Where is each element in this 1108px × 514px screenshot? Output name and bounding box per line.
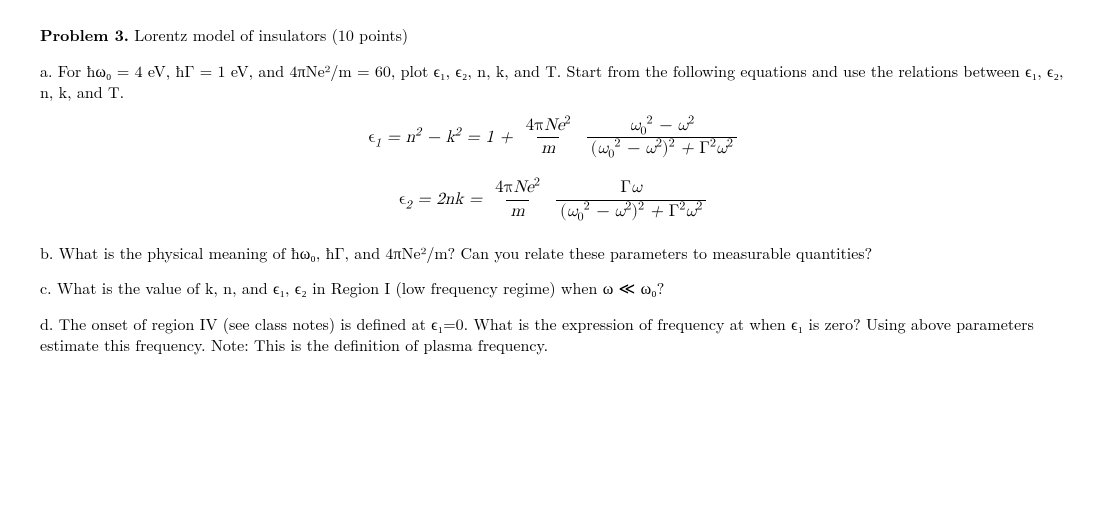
equation-2: ϵ2 = 2nk = 4πNe2 m Γω (ω02 − ω2)2 + Γ2ω2 — [40, 179, 1068, 221]
eq1-fracA-num: 4πNe2 — [522, 117, 575, 138]
eq1-fracB-num: ω02 − ω2 — [625, 117, 698, 138]
eq1-frac-a: 4πNe2 m — [522, 117, 575, 159]
problem-title: Problem 3. Lorentz model of insulators (… — [40, 24, 1068, 46]
eq1-frac-b: ω02 − ω2 (ω02 − ω2)2 + Γ2ω2 — [587, 117, 737, 159]
eq1-fracA-den: m — [537, 137, 559, 159]
part-a: a. For ħω₀ = 4 eV, ħΓ = 1 eV, and 4πNe²/… — [40, 60, 1068, 103]
eq2-fracA-den: m — [506, 200, 528, 222]
equation-1: ϵ1 = n2 − k2 = 1 + 4πNe2 m ω02 − ω2 (ω02… — [40, 117, 1068, 159]
eq1-lhs: ϵ1 = n2 − k2 = 1 + — [368, 127, 513, 150]
title-rest: Lorentz model of insulators (10 points) — [129, 23, 408, 46]
eq2-frac-a: 4πNe2 m — [491, 179, 544, 221]
eq2-fracB-den: (ω02 − ω2)2 + Γ2ω2 — [556, 200, 706, 222]
eq2-fracA-num: 4πNe2 — [491, 179, 544, 200]
eq2-frac-b: Γω (ω02 − ω2)2 + Γ2ω2 — [556, 179, 706, 221]
part-b: b. What is the physical meaning of ħω₀, … — [40, 242, 1068, 264]
part-c: c. What is the value of k, n, and ϵ₁, ϵ₂… — [40, 277, 1068, 299]
title-prefix: Problem 3. — [40, 23, 129, 46]
eq1-fracB-den: (ω02 − ω2)2 + Γ2ω2 — [587, 137, 737, 159]
part-d: d. The onset of region IV (see class not… — [40, 313, 1068, 356]
eq2-lhs: ϵ2 = 2nk = — [399, 189, 482, 212]
eq2-fracB-num: Γω — [616, 179, 646, 200]
